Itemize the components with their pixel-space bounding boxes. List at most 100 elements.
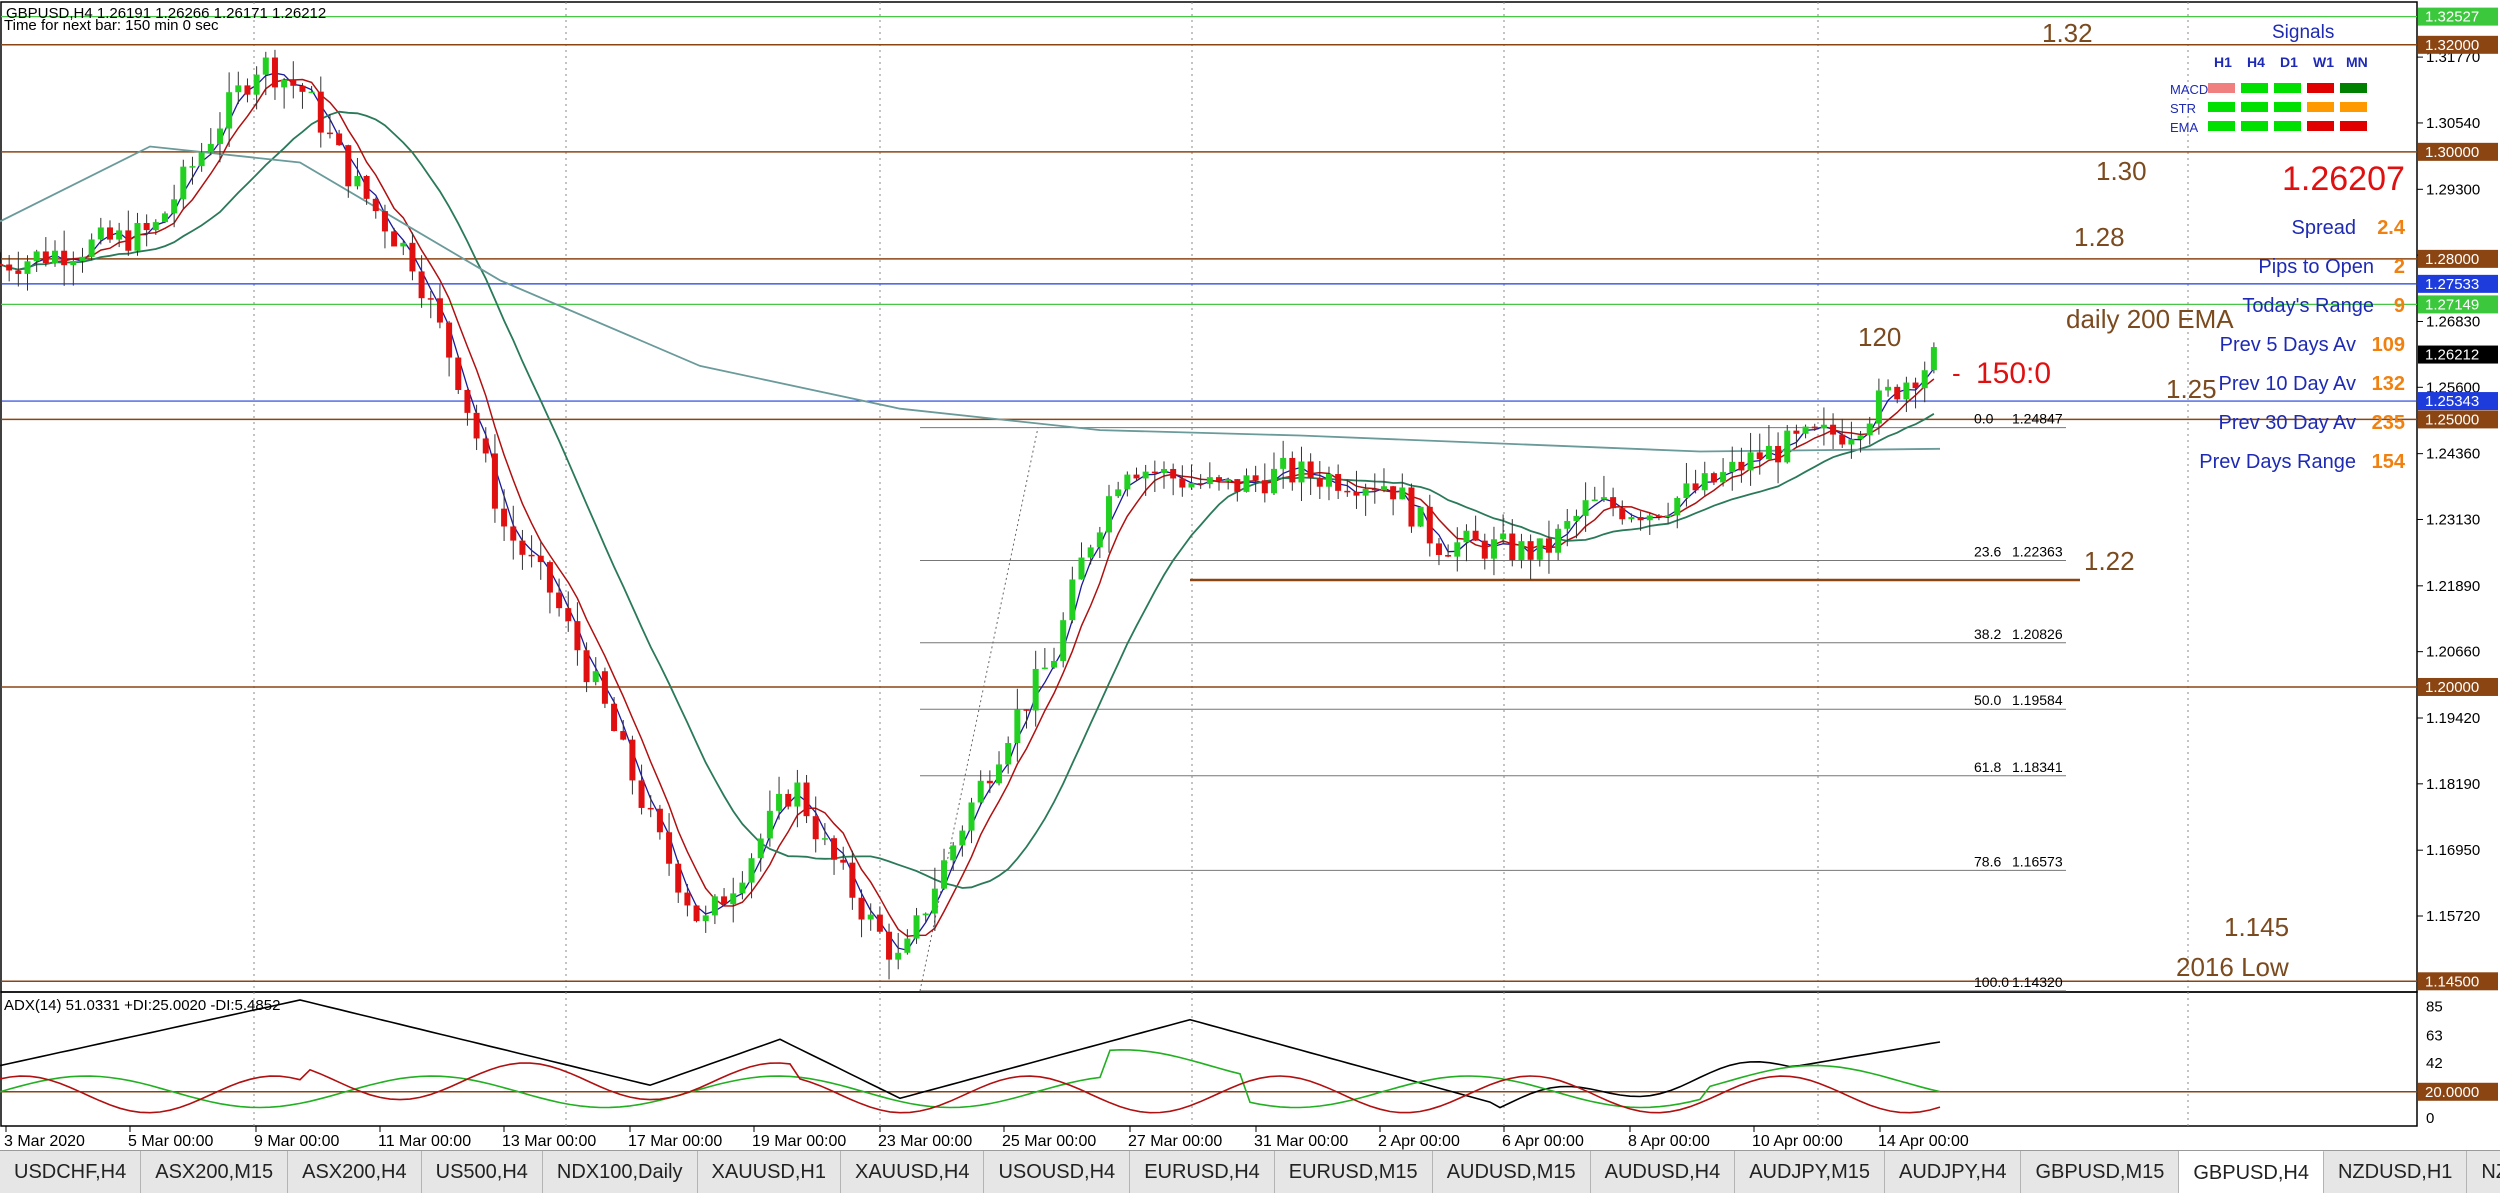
candle-body	[455, 357, 462, 390]
candle-body	[152, 222, 159, 231]
candle-body	[15, 270, 22, 274]
candle-body	[106, 227, 113, 240]
signal-row-label: EMA	[2170, 120, 2199, 135]
signal-column-header: H4	[2247, 54, 2265, 70]
fib-price-label: 1.16573	[2012, 853, 2063, 869]
candle-body	[1500, 533, 1507, 540]
candle-body	[1866, 423, 1873, 436]
candle-body	[1628, 517, 1635, 520]
candle-body	[290, 79, 297, 86]
price-tick-label: 1.24360	[2426, 446, 2480, 463]
candle-body	[867, 914, 874, 920]
price-box	[2418, 7, 2498, 26]
candle-body	[1151, 471, 1158, 474]
chart-tab[interactable]: NZDUSD,H1	[2324, 1151, 2468, 1193]
adx-tick-label: 0	[2426, 1110, 2434, 1127]
chart-tab[interactable]: GBPUSD,H4	[2179, 1151, 2324, 1193]
chart-tab[interactable]: NZDU	[2467, 1151, 2500, 1193]
candle-body	[950, 845, 957, 861]
fib-price-label: 1.18341	[2012, 759, 2063, 775]
chart-tab[interactable]: AUDJPY,M15	[1735, 1151, 1885, 1193]
price-chart[interactable]: 0.0 1.24847 23.6 1.22363 38.2 1.20826 50.0 1.19…	[0, 0, 2500, 1150]
fibonacci-retracement[interactable]: 0.0 1.24847 23.6 1.22363 38.2 1.20826 50.0 1.19…	[919, 411, 2066, 992]
candle-body	[400, 242, 407, 247]
candle-body	[1051, 660, 1058, 668]
chart-tab[interactable]: US500,H4	[422, 1151, 543, 1193]
candle-body	[299, 85, 306, 92]
fib-level-label: 61.8	[1974, 759, 2001, 775]
candle-body	[821, 838, 828, 840]
signal-cell	[2307, 102, 2334, 112]
chart-tab[interactable]: GBPUSD,M15	[2021, 1151, 2180, 1193]
vertical-grid	[253, 2, 2189, 1126]
chart-tab[interactable]: ASX200,M15	[141, 1151, 289, 1193]
signal-row-label: MACD	[2170, 82, 2208, 97]
time-tick-label: 14 Apr 00:00	[1878, 1133, 1969, 1150]
candle-body	[574, 621, 581, 651]
chart-tab[interactable]: NDX100,Daily	[543, 1151, 698, 1193]
chart-tab[interactable]: USOUSD,H4	[984, 1151, 1131, 1193]
candle-body	[812, 816, 819, 840]
candle-body	[1710, 473, 1717, 483]
chart-tab[interactable]: EURUSD,H4	[1130, 1151, 1275, 1193]
price-box	[2418, 142, 2498, 161]
candle-body	[262, 57, 269, 75]
candle-body	[1225, 479, 1232, 481]
candle-body	[1206, 477, 1213, 485]
candle-body	[1527, 541, 1534, 560]
adx-plot-frame	[0, 991, 2418, 1127]
candle-body	[1802, 426, 1809, 434]
chart-tab[interactable]: EURUSD,M15	[1275, 1151, 1433, 1193]
label-1-25: 1.25	[2166, 374, 2217, 404]
adx-tick-label: 42	[2426, 1055, 2443, 1072]
time-tick-label: 6 Apr 00:00	[1502, 1133, 1584, 1150]
candle-body	[271, 57, 278, 88]
stats-panel: 2.4 Spread 2 Pips to Open 9 Today's Range 109 P…	[2199, 217, 2406, 473]
candle-body	[620, 731, 627, 740]
candle-body	[1087, 547, 1094, 558]
signal-column-header: H1	[2214, 54, 2232, 70]
candle-body	[1115, 489, 1122, 497]
signal-cell	[2241, 102, 2268, 112]
chart-tab[interactable]: AUDUSD,H4	[1591, 1151, 1736, 1193]
stat-label: Spread	[2292, 217, 2357, 239]
candle-body	[33, 251, 40, 262]
candle-body	[1857, 435, 1864, 440]
candle-body	[6, 264, 13, 271]
signal-cell	[2340, 83, 2367, 93]
price-tick-label: 1.21890	[2426, 578, 2480, 595]
candle-body	[1252, 475, 1259, 481]
candle-body	[1756, 452, 1763, 460]
signals-title: Signals	[2272, 22, 2334, 43]
signal-cell	[2208, 83, 2235, 93]
fib-level-label: 100.0	[1974, 974, 2009, 990]
candle-body	[409, 242, 416, 272]
price-tick-label: 1.15720	[2426, 908, 2480, 925]
candle-body	[1481, 540, 1488, 559]
chart-tab[interactable]: AUDJPY,H4	[1885, 1151, 2022, 1193]
adx-line	[0, 999, 1941, 1109]
time-tick-label: 9 Mar 00:00	[254, 1133, 339, 1150]
time-tick-label: 11 Mar 00:00	[378, 1133, 471, 1150]
price-box-label: 1.25343	[2425, 393, 2479, 410]
candle-body	[1811, 426, 1818, 429]
chart-tab[interactable]: XAUUSD,H1	[698, 1151, 841, 1193]
candle-body	[1298, 461, 1305, 483]
candle-body	[1069, 579, 1076, 621]
chart-tab[interactable]: USDCHF,H4	[0, 1151, 142, 1193]
label-1-22: 1.22	[2084, 546, 2135, 576]
candle-body	[1729, 461, 1736, 473]
candle-body	[1784, 430, 1791, 463]
candle-body	[198, 152, 205, 167]
chart-tab[interactable]: ASX200,H4	[288, 1151, 422, 1193]
signal-cell	[2274, 121, 2301, 131]
candle-body	[1591, 499, 1598, 502]
stat-label: Prev 30 Day Av	[2219, 412, 2356, 434]
signal-cell	[2241, 83, 2268, 93]
candle-body	[519, 540, 526, 555]
candle-body	[1509, 533, 1516, 561]
chart-tab[interactable]: XAUUSD,H4	[841, 1151, 985, 1193]
candle-body	[1078, 557, 1085, 580]
candle-body	[1610, 497, 1617, 509]
chart-tab[interactable]: AUDUSD,M15	[1433, 1151, 1591, 1193]
